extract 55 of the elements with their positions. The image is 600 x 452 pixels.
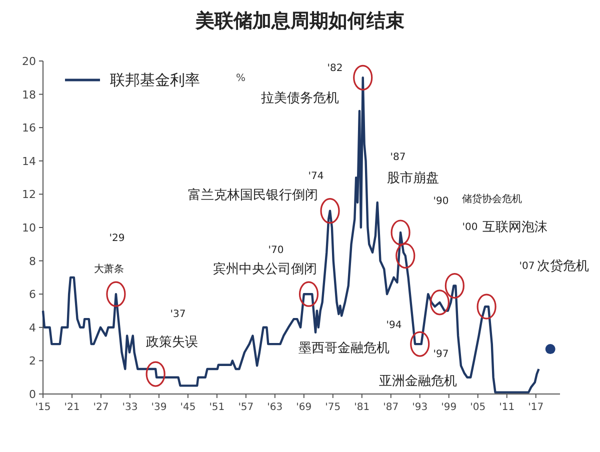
annotation: 股市崩盘	[387, 171, 439, 186]
ytick: 20	[22, 55, 36, 68]
xtick: '93	[412, 402, 428, 413]
ytick: 8	[29, 254, 36, 268]
ylabel: %	[236, 73, 246, 84]
annotation: 亚洲金融危机	[379, 374, 457, 389]
xtick: '11	[499, 402, 515, 413]
ytick: 12	[22, 188, 36, 202]
ytick: 6	[29, 288, 36, 302]
annotation: '87	[390, 152, 406, 163]
xtick: '57	[238, 402, 254, 413]
annotation: 储贷协会危机	[462, 194, 522, 205]
annotation: 次贷危机	[537, 259, 589, 274]
annotation: 墨西哥金融危机	[298, 341, 390, 356]
annotation: 大萧条	[94, 264, 124, 275]
ytick: 2	[29, 354, 36, 368]
xtick: '81	[354, 402, 370, 413]
xtick: '05	[470, 402, 486, 413]
ytick: 18	[22, 88, 36, 102]
annotation: '97	[433, 349, 449, 360]
annotation: '74	[308, 171, 324, 182]
xtick: '45	[180, 402, 196, 413]
xtick: '75	[325, 402, 341, 413]
legend: 联邦基金利率	[65, 71, 200, 89]
xtick: '99	[441, 402, 457, 413]
xtick: '33	[122, 402, 138, 413]
annotation: 拉美债务危机	[261, 91, 339, 106]
ytick: 14	[22, 154, 36, 168]
annotation: '94	[386, 320, 402, 331]
annotation: 政策失误	[146, 335, 198, 350]
annotation: 互联网泡沫	[482, 220, 548, 235]
xtick: '87	[383, 402, 399, 413]
xtick: '27	[93, 402, 109, 413]
annotation: '00	[462, 222, 478, 233]
xtick: '51	[209, 402, 225, 413]
xtick: '15	[35, 402, 51, 413]
xtick: '63	[267, 402, 283, 413]
legend-label: 联邦基金利率	[110, 71, 200, 89]
xtick: '21	[64, 402, 80, 413]
ytick: 0	[29, 388, 36, 401]
annotation: '29	[109, 233, 125, 244]
xtick: '39	[151, 402, 167, 413]
annotation: '70	[268, 245, 284, 256]
ytick: 16	[22, 122, 36, 135]
annotation: 富兰克林国民银行倒闭	[188, 188, 318, 203]
annotation: 宾州中央公司倒闭	[213, 262, 317, 277]
ytick: 10	[22, 222, 36, 234]
xtick: '17	[528, 402, 544, 413]
annotation: '37	[170, 309, 186, 320]
ytick: 4	[29, 321, 36, 334]
annotation: '07	[519, 261, 535, 272]
annotation: '82	[327, 63, 343, 74]
xtick: '69	[296, 402, 312, 413]
annotation: '90	[433, 196, 449, 207]
title: 美联储加息周期如何结束	[196, 10, 404, 32]
